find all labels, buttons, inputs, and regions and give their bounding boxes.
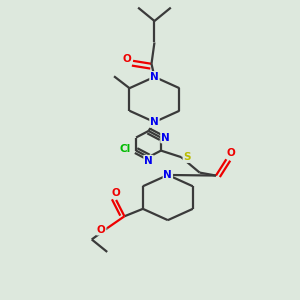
Text: O: O — [122, 54, 131, 64]
Text: O: O — [112, 188, 121, 197]
Text: Cl: Cl — [119, 144, 130, 154]
Text: O: O — [97, 225, 106, 235]
Text: N: N — [150, 117, 159, 127]
Text: O: O — [226, 148, 235, 158]
Text: N: N — [164, 170, 172, 180]
Text: N: N — [144, 156, 153, 166]
Text: N: N — [150, 72, 159, 82]
Text: N: N — [161, 133, 170, 142]
Text: S: S — [183, 152, 191, 162]
